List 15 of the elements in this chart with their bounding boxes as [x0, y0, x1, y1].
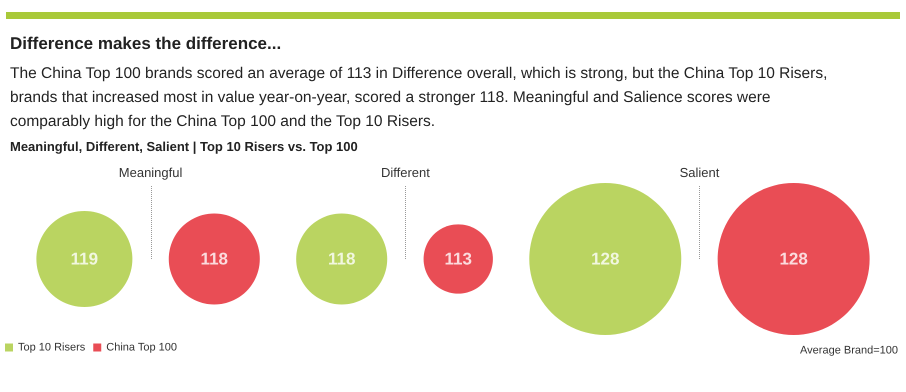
text: The China Top 100 brands scored an average of 113 in Difference overall, which is strong, but the China Top 10 Risers, brands that increased most in value year-on-year, scored a stronger 118. Meaningful and Salience scores were comparably high for the China Top 100 and the Top 10 Risers.: [10, 64, 828, 132]
text: Meaningful, Different, Salient | Top 10 Risers vs. Top 100: [10, 139, 358, 154]
data-label: 118: [200, 250, 228, 268]
category-label: Salient: [680, 165, 720, 180]
data-label: 118: [328, 250, 356, 268]
legend-label: China Top 100: [106, 342, 177, 354]
category-label: Meaningful: [118, 165, 182, 180]
text: Difference makes the difference...: [10, 34, 282, 54]
data-label: 113: [444, 250, 472, 268]
data-label: 128: [591, 250, 620, 268]
text: Average Brand=100: [800, 344, 898, 356]
legend-label: Top 10 Risers: [18, 342, 86, 354]
category-label: Different: [380, 165, 430, 180]
data-label: 128: [779, 250, 808, 268]
data-label: 119: [70, 250, 98, 268]
